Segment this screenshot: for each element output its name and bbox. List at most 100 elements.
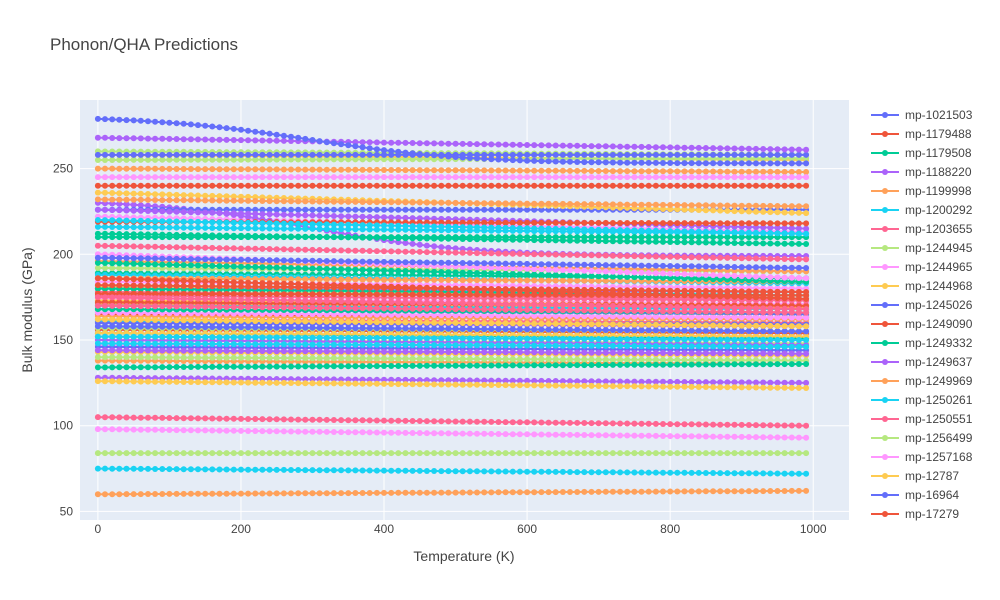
data-point bbox=[409, 342, 416, 348]
data-point bbox=[152, 303, 159, 310]
data-point bbox=[416, 276, 423, 283]
data-point bbox=[624, 349, 631, 356]
data-point bbox=[466, 335, 473, 342]
data-point bbox=[345, 305, 352, 312]
data-point bbox=[388, 291, 395, 298]
data-point bbox=[180, 323, 187, 330]
data-point bbox=[102, 354, 108, 361]
data-point bbox=[366, 341, 373, 348]
data-point bbox=[552, 356, 559, 363]
data-point bbox=[595, 356, 602, 363]
data-point bbox=[338, 318, 345, 325]
data-point bbox=[180, 334, 187, 340]
data-point bbox=[459, 342, 466, 349]
series-line bbox=[97, 359, 807, 365]
data-point bbox=[323, 348, 330, 355]
data-point bbox=[359, 334, 366, 341]
data-point bbox=[795, 350, 802, 357]
data-point bbox=[130, 340, 137, 347]
data-point bbox=[273, 334, 280, 341]
data-point bbox=[338, 341, 345, 348]
data-point bbox=[173, 323, 180, 330]
data-point bbox=[123, 323, 130, 330]
data-point bbox=[202, 334, 209, 341]
data-point bbox=[488, 306, 495, 313]
data-point bbox=[309, 276, 316, 283]
data-point bbox=[674, 336, 681, 343]
data-point bbox=[288, 318, 294, 325]
data-point bbox=[495, 356, 502, 363]
data-point bbox=[330, 266, 337, 273]
data-point bbox=[438, 348, 445, 355]
data-point bbox=[581, 335, 588, 342]
data-point bbox=[145, 261, 151, 268]
data-point bbox=[202, 262, 209, 269]
data-point bbox=[145, 340, 151, 347]
data-point bbox=[509, 277, 516, 284]
data-point bbox=[502, 342, 509, 349]
data-point bbox=[216, 347, 223, 354]
data-point bbox=[667, 350, 674, 357]
data-point bbox=[330, 348, 337, 355]
data-point bbox=[238, 291, 244, 298]
data-point bbox=[502, 277, 509, 284]
data-point bbox=[323, 266, 330, 272]
data-point bbox=[359, 291, 366, 298]
data-point bbox=[466, 355, 473, 362]
data-point bbox=[116, 323, 123, 330]
data-point bbox=[195, 347, 201, 354]
data-point bbox=[445, 319, 452, 326]
data-point bbox=[559, 349, 566, 356]
data-point bbox=[652, 336, 659, 343]
data-point bbox=[259, 354, 266, 361]
data-point bbox=[452, 355, 459, 362]
data-point bbox=[538, 320, 545, 327]
data-point bbox=[574, 326, 581, 333]
data-point bbox=[102, 323, 108, 330]
data-point bbox=[295, 348, 302, 355]
data-point bbox=[109, 354, 116, 361]
data-point bbox=[345, 276, 352, 283]
data-point bbox=[223, 324, 230, 331]
data-point bbox=[252, 341, 259, 348]
data-point bbox=[130, 260, 137, 267]
data-point bbox=[474, 270, 480, 276]
data-point bbox=[395, 335, 402, 341]
data-point bbox=[252, 291, 259, 298]
data-point bbox=[531, 342, 538, 349]
data-point bbox=[416, 355, 423, 362]
data-point bbox=[459, 306, 466, 313]
data-point bbox=[567, 277, 573, 284]
data-point bbox=[323, 276, 330, 283]
data-point bbox=[123, 260, 130, 267]
data-point bbox=[230, 334, 237, 341]
data-point bbox=[109, 316, 116, 323]
data-point bbox=[538, 349, 545, 356]
data-point bbox=[180, 340, 187, 347]
data-point bbox=[688, 327, 695, 334]
data-point bbox=[280, 334, 287, 341]
data-point bbox=[502, 349, 509, 356]
data-point bbox=[688, 343, 695, 350]
data-point bbox=[767, 336, 774, 343]
data-point bbox=[395, 348, 402, 355]
data-point bbox=[152, 333, 159, 340]
data-point bbox=[245, 263, 252, 270]
data-point bbox=[273, 348, 280, 355]
data-point bbox=[116, 333, 123, 340]
data-point bbox=[767, 322, 774, 329]
data-point bbox=[366, 305, 373, 312]
data-point bbox=[295, 341, 302, 348]
data-point bbox=[431, 355, 438, 362]
data-point bbox=[552, 307, 559, 314]
data-point bbox=[459, 325, 466, 332]
data-point bbox=[531, 335, 538, 342]
data-point bbox=[359, 355, 366, 362]
data-point bbox=[388, 325, 395, 332]
data-point bbox=[516, 277, 523, 284]
data-point bbox=[423, 319, 430, 326]
data-point bbox=[509, 342, 516, 349]
data-point bbox=[588, 336, 595, 342]
data-point bbox=[109, 282, 116, 289]
